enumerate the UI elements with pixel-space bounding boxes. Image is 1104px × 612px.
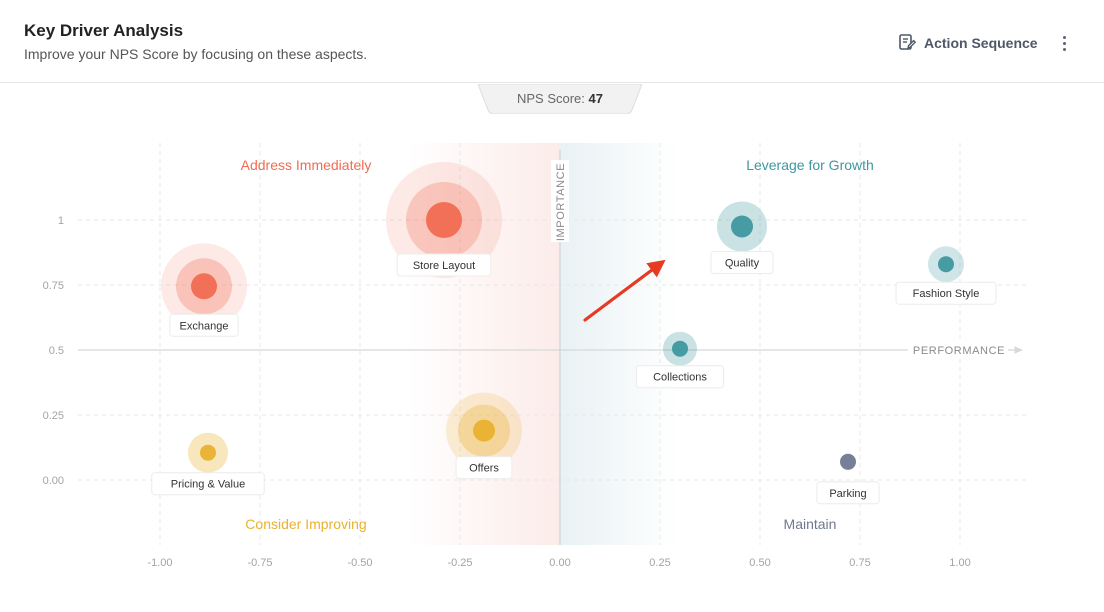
point-label: Exchange <box>180 320 229 332</box>
nps-score-tab <box>478 84 642 114</box>
point-halo <box>188 432 228 473</box>
point-label: Parking <box>829 488 866 500</box>
x-tick-label: 0.75 <box>849 557 870 569</box>
data-point: Collections <box>635 331 725 389</box>
x-tick-label: -0.50 <box>347 557 372 569</box>
point-halo <box>663 331 697 366</box>
data-point: Quality <box>710 201 774 274</box>
x-tick-labels: -1.00 -0.75 -0.50 -0.25 0.00 0.25 0.50 0.75 1.00 <box>147 557 970 569</box>
edit-note-icon <box>898 33 917 54</box>
point-label: Fashion Style <box>913 288 980 300</box>
grid-lines <box>78 143 1026 545</box>
x-tick-label: -0.75 <box>247 557 272 569</box>
nps-score-value: 47 <box>588 91 603 106</box>
x-tick-label: -0.25 <box>447 557 472 569</box>
point-marker <box>731 215 753 238</box>
point-halo <box>446 392 522 469</box>
point-label: Pricing & Value <box>171 479 245 491</box>
y-axis-label: IMPORTANCE <box>555 163 567 241</box>
positive-band <box>560 143 678 545</box>
point-label: Quality <box>725 258 760 270</box>
data-point: Exchange <box>161 243 247 337</box>
focus-arrow <box>583 259 666 322</box>
page-header: Key Driver Analysis Improve your NPS Sco… <box>0 0 1104 83</box>
point-label-box <box>895 281 997 305</box>
data-point: Parking <box>816 453 880 505</box>
point-label: Offers <box>469 463 499 475</box>
y-tick-label: 0.75 <box>43 280 64 292</box>
point-halo <box>717 201 767 252</box>
quadrant-top-left: Address Immediately <box>241 157 372 173</box>
point-halo <box>386 162 502 278</box>
point-label-box <box>169 313 239 337</box>
data-point: Offers <box>446 392 522 480</box>
driver-points: Exchange Store Layout Quality Fashion Style… <box>151 162 997 505</box>
y-tick-labels: 0.00 0.25 0.5 0.75 1 <box>43 215 64 487</box>
x-axis-label: PERFORMANCE <box>913 345 1005 357</box>
action-sequence-button[interactable]: Action Sequence <box>898 31 1038 55</box>
x-tick-label: -1.00 <box>147 557 172 569</box>
point-marker <box>938 256 954 273</box>
point-marker <box>191 273 217 300</box>
data-point: Store Layout <box>386 162 502 278</box>
quadrant-top-right: Leverage for Growth <box>746 157 874 173</box>
point-halo <box>161 243 247 330</box>
point-marker <box>473 419 495 442</box>
data-point: Fashion Style <box>895 246 997 305</box>
x-tick-label: 0.00 <box>549 557 570 569</box>
y-tick-label: 1 <box>58 215 64 227</box>
y-tick-label: 0.25 <box>43 410 64 422</box>
point-marker <box>840 453 856 470</box>
point-halo <box>406 182 482 258</box>
page-title: Key Driver Analysis <box>24 21 184 40</box>
point-label: Store Layout <box>413 260 475 272</box>
action-sequence-label: Action Sequence <box>924 35 1038 51</box>
y-tick-label: 0.5 <box>49 345 64 357</box>
x-tick-label: 0.50 <box>749 557 770 569</box>
point-label-box <box>635 365 725 389</box>
point-label-box <box>710 251 774 274</box>
nps-score: NPS Score: 47 <box>478 91 642 106</box>
x-tick-label: 1.00 <box>949 557 970 569</box>
point-marker <box>672 340 688 357</box>
x-tick-label: 0.25 <box>649 557 670 569</box>
point-marker <box>200 444 216 461</box>
data-point: Pricing & Value <box>151 432 265 496</box>
point-label-box <box>455 456 513 480</box>
point-label-box <box>151 472 265 496</box>
point-halo <box>176 258 232 315</box>
more-options-icon[interactable] <box>1054 31 1074 55</box>
page-subtitle: Improve your NPS Score by focusing on th… <box>24 46 368 62</box>
point-label-box <box>396 253 492 277</box>
quadrant-bottom-right: Maintain <box>784 516 837 532</box>
point-halo <box>928 246 964 283</box>
nps-score-label: NPS Score: <box>516 91 585 106</box>
point-label: Collections <box>653 372 707 384</box>
point-marker <box>426 202 462 238</box>
y-tick-label: 0.00 <box>43 475 64 487</box>
point-label-box <box>816 481 880 505</box>
point-halo <box>458 404 510 457</box>
quadrant-bottom-left: Consider Improving <box>245 516 366 532</box>
negative-band <box>408 143 560 545</box>
